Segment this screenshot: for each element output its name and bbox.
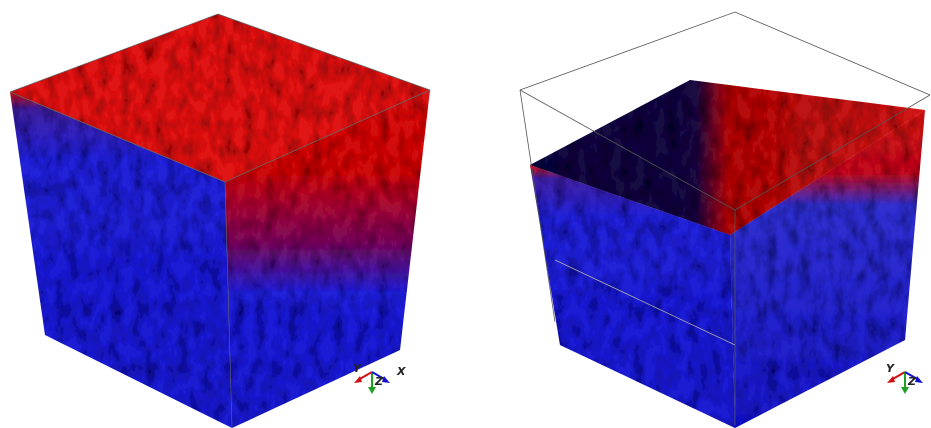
right-volume [520, 12, 930, 428]
page: Y Z X Y Z (() => { const data = JSON.par… [0, 0, 931, 428]
axis-label: Y [886, 362, 895, 375]
left-volume [10, 14, 430, 428]
axis-triad: Y Z [886, 362, 923, 394]
axis-label: X [396, 365, 406, 378]
scene: Y Z X Y Z [0, 0, 931, 428]
axis-label: Z [374, 375, 384, 388]
axis-triad: Y Z X [353, 362, 406, 394]
axis-label: Z [907, 375, 917, 388]
axis-label: Y [353, 362, 362, 375]
